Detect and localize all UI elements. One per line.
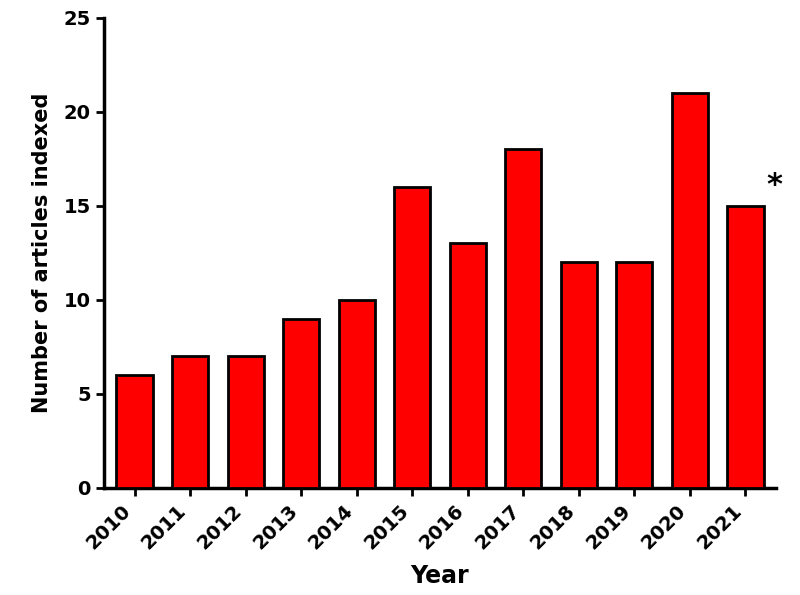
Text: *: * (766, 171, 782, 201)
Bar (727, 206, 763, 488)
Bar (450, 243, 486, 488)
Bar (394, 187, 430, 488)
Bar (117, 375, 153, 488)
Bar (672, 93, 708, 488)
Bar (172, 356, 208, 488)
Bar (506, 149, 542, 488)
Bar (227, 356, 264, 488)
Y-axis label: Number of articles indexed: Number of articles indexed (33, 93, 53, 413)
Bar (283, 319, 319, 488)
Bar (616, 262, 653, 488)
X-axis label: Year: Year (410, 564, 470, 588)
Bar (561, 262, 597, 488)
Bar (338, 300, 374, 488)
